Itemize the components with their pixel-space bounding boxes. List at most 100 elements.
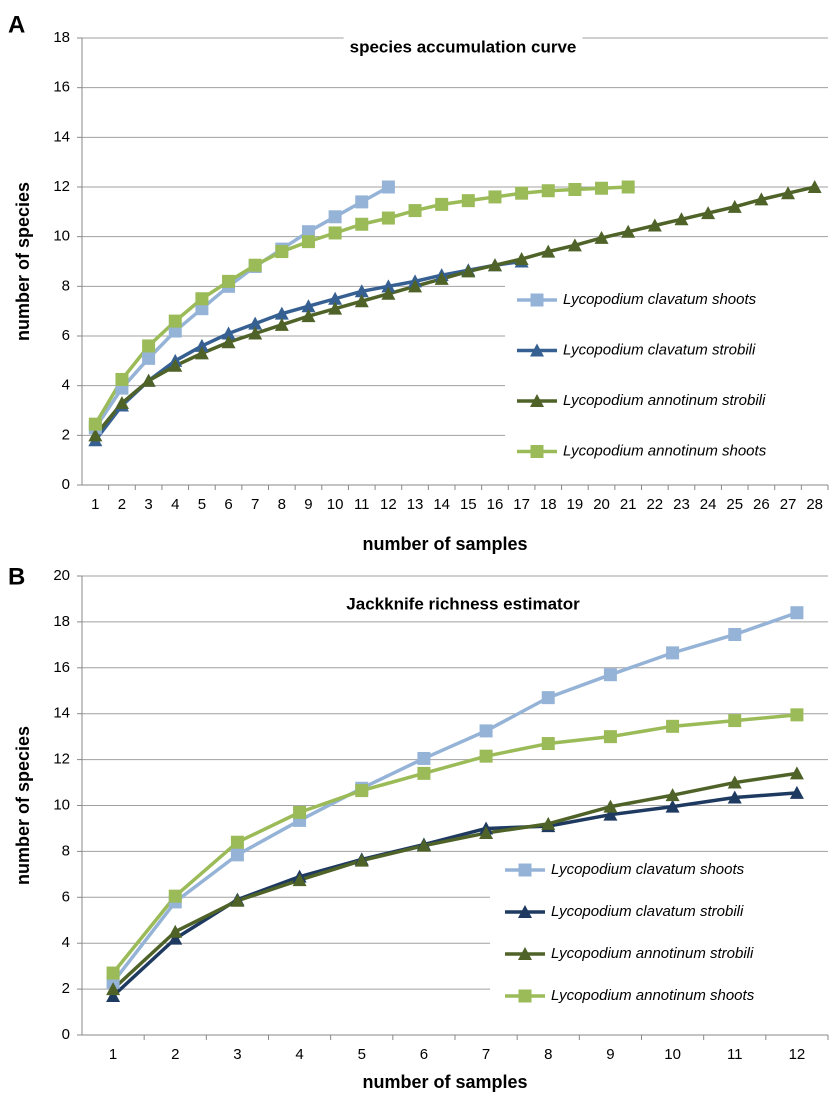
x-tick-label: 16 [487,496,504,513]
x-tick-label: 27 [780,496,797,513]
y-tick-label: 8 [62,277,70,294]
legend-label: Lycopodium annotinum shoots [551,987,755,1004]
marker [541,816,556,830]
x-tick-label: 22 [646,496,663,513]
series-line [111,771,798,991]
marker [487,258,502,272]
marker [114,396,129,410]
y-tick-label: 10 [53,796,70,813]
marker [248,258,262,272]
marker [142,351,156,365]
marker [381,211,395,225]
x-tick-label: 10 [664,1046,681,1063]
x-tick-label: 3 [233,1046,241,1063]
x-tick-label: 1 [91,496,99,513]
x-tick-label: 6 [420,1046,428,1063]
panel-label: B [8,563,25,590]
marker [479,749,493,763]
title-bg [340,592,587,616]
x-tick-label: 1 [109,1046,117,1063]
marker [408,279,423,293]
panel-label: A [8,11,25,38]
legend-marker [518,905,532,918]
marker [292,873,307,887]
marker [168,931,183,945]
marker [727,790,742,804]
series-line [93,185,816,437]
marker [106,988,121,1002]
y-tick-label: 20 [53,567,70,584]
y-tick-label: 0 [62,1026,70,1043]
marker [230,893,245,907]
marker [595,181,609,195]
marker [168,324,182,338]
title-bg [343,35,583,59]
marker [666,646,680,660]
marker [621,180,635,194]
marker [301,235,315,249]
x-tick-label: 24 [700,496,717,513]
legend-label: Lycopodium clavatum strobili [563,341,756,358]
marker [665,799,680,813]
marker [221,335,236,349]
marker [807,180,822,193]
x-axis-label: number of samples [362,1072,527,1092]
marker [168,314,182,328]
marker [434,271,449,285]
marker [222,274,236,288]
marker [106,966,120,980]
marker [666,719,680,733]
marker [328,301,343,315]
marker [142,339,156,353]
marker [301,299,316,313]
x-tick-label: 2 [118,496,126,513]
y-tick-label: 14 [53,128,70,145]
y-tick-label: 6 [62,888,70,905]
y-tick-label: 18 [53,613,70,630]
x-tick-label: 25 [726,496,743,513]
marker [514,252,529,266]
y-axis-label: number of species [13,726,33,885]
marker [194,346,209,360]
marker [194,338,209,352]
x-tick-label: 5 [198,496,206,513]
marker [541,691,555,705]
marker [230,848,244,862]
legend-box [490,852,828,1014]
x-axis-label: number of samples [362,534,527,554]
marker [328,210,342,224]
x-tick-label: 23 [673,496,690,513]
marker [221,326,236,340]
marker [88,428,103,442]
marker [381,279,396,293]
marker [727,775,742,789]
y-tick-label: 18 [53,29,70,46]
marker [603,799,618,813]
marker [168,358,183,372]
y-tick-label: 16 [53,659,70,676]
x-tick-label: 9 [606,1046,614,1063]
legend-marker [518,989,532,1003]
y-tick-label: 10 [53,228,70,245]
x-tick-label: 4 [171,496,179,513]
x-tick-label: 11 [727,1046,743,1063]
marker [416,838,431,852]
marker [141,373,156,387]
legend-marker [530,445,544,458]
marker [515,186,529,200]
y-tick-label: 4 [62,934,70,951]
marker [168,924,183,938]
y-axis-label: number of species [13,182,33,341]
x-tick-label: 26 [753,496,770,513]
marker [727,199,742,213]
legend-label: Lycopodium annotinum strobili [551,945,754,962]
marker [621,224,636,238]
x-tick-label: 20 [593,496,610,513]
marker [541,737,555,751]
marker [728,628,742,642]
marker [603,668,617,682]
chart-title: Jackknife richness estimator [346,594,580,613]
legend-box [505,283,828,468]
x-tick-label: 18 [540,496,557,513]
y-tick-label: 4 [62,377,70,394]
